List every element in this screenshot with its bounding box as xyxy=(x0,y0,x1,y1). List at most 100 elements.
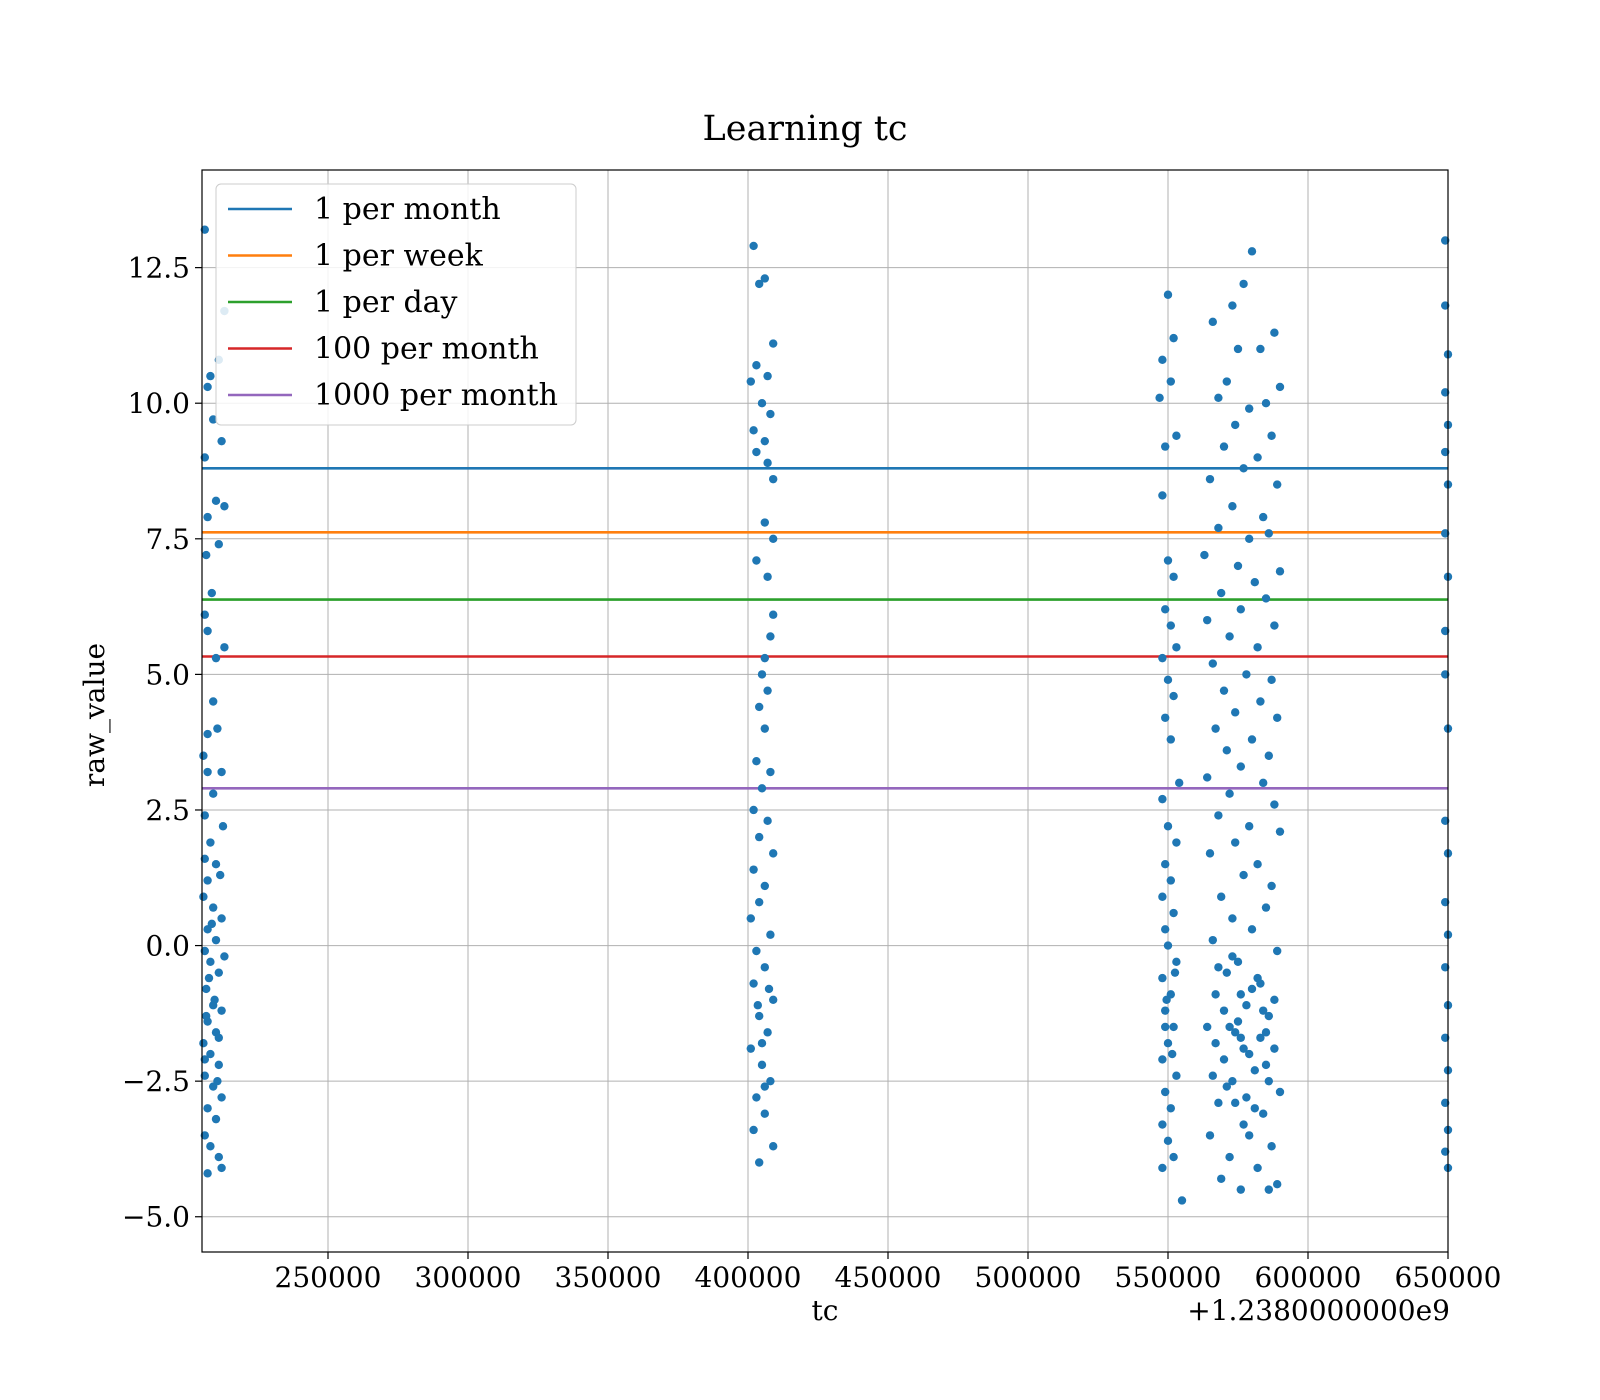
data-point xyxy=(214,1033,223,1042)
data-point xyxy=(1441,388,1450,397)
data-point xyxy=(216,870,225,880)
chart-title: Learning tc xyxy=(702,109,907,149)
data-point xyxy=(1162,995,1171,1005)
data-point xyxy=(1441,897,1450,907)
data-point xyxy=(1261,594,1271,603)
data-point xyxy=(1270,621,1279,630)
data-point xyxy=(203,767,212,777)
data-point xyxy=(1217,588,1226,598)
data-point xyxy=(217,767,226,777)
data-point xyxy=(752,1093,761,1102)
data-point xyxy=(1242,1093,1251,1102)
data-point xyxy=(1170,968,1180,977)
data-point xyxy=(214,540,223,549)
data-point xyxy=(1441,816,1450,826)
data-point xyxy=(200,1055,209,1064)
data-point xyxy=(1441,670,1450,679)
data-point xyxy=(766,1076,775,1086)
data-point xyxy=(1225,1022,1234,1032)
data-point xyxy=(200,1131,209,1140)
data-point xyxy=(1225,1152,1234,1162)
x-axis-label: tc xyxy=(812,1294,839,1327)
legend-label: 1 per day xyxy=(314,285,458,320)
data-point xyxy=(1231,708,1240,717)
data-point xyxy=(200,225,209,234)
data-point xyxy=(1273,1180,1282,1189)
y-tick-label: 10.0 xyxy=(128,387,190,420)
data-point xyxy=(211,496,221,506)
data-point xyxy=(1245,1049,1254,1059)
data-point xyxy=(1203,773,1212,782)
data-point xyxy=(214,968,223,977)
data-point xyxy=(1275,382,1285,392)
data-point xyxy=(763,816,772,826)
data-point xyxy=(766,767,775,777)
data-point xyxy=(1203,1022,1212,1032)
x-tick-label: 350000 xyxy=(555,1261,662,1294)
legend-label: 1000 per month xyxy=(314,378,558,413)
data-point xyxy=(749,241,758,251)
data-point xyxy=(1200,550,1209,560)
data-point xyxy=(1228,952,1237,961)
y-tick-label: −2.5 xyxy=(122,1065,190,1098)
data-point xyxy=(1208,317,1218,327)
data-point xyxy=(1242,670,1251,679)
data-point xyxy=(217,914,226,923)
data-point xyxy=(1219,686,1229,695)
data-point xyxy=(202,984,211,994)
data-point xyxy=(220,643,229,652)
data-point xyxy=(749,979,758,988)
data-point xyxy=(1256,697,1265,706)
x-axis-ticks: 250000 300000 350000 400000 450000 500000 5500… xyxy=(275,1252,1501,1294)
data-point xyxy=(1264,1185,1274,1194)
data-point xyxy=(1239,464,1248,473)
data-point xyxy=(1169,908,1178,918)
data-point xyxy=(1208,1071,1218,1080)
x-tick-label: 600000 xyxy=(1255,1261,1362,1294)
data-point xyxy=(746,377,755,386)
data-point xyxy=(1270,800,1279,809)
data-point xyxy=(1253,453,1262,462)
data-point xyxy=(209,903,218,912)
data-point xyxy=(1222,377,1232,386)
data-point xyxy=(1245,822,1254,831)
data-point xyxy=(1231,1028,1240,1037)
data-point xyxy=(1261,399,1271,408)
data-point xyxy=(1163,941,1173,950)
data-point xyxy=(211,1114,221,1124)
data-point xyxy=(1236,1033,1246,1042)
data-point xyxy=(207,588,216,598)
data-point xyxy=(214,1060,223,1070)
data-point xyxy=(1441,963,1450,972)
data-point xyxy=(1161,605,1170,614)
data-point xyxy=(1211,724,1220,733)
data-point xyxy=(1161,1006,1170,1015)
data-point xyxy=(1250,1104,1260,1113)
data-point xyxy=(769,534,778,544)
data-point xyxy=(755,1011,764,1021)
threshold-lines xyxy=(202,466,1448,790)
data-point xyxy=(1441,447,1450,457)
data-point xyxy=(1270,995,1279,1005)
data-point xyxy=(1256,344,1265,354)
data-point xyxy=(1222,1082,1232,1091)
data-point xyxy=(1163,822,1173,831)
data-point xyxy=(1158,794,1167,804)
data-point xyxy=(213,724,222,733)
data-point xyxy=(1236,990,1246,999)
x-tick-label: 550000 xyxy=(1115,1261,1222,1294)
data-point xyxy=(1259,778,1268,788)
data-point xyxy=(1158,491,1167,500)
data-point xyxy=(203,1169,212,1178)
data-point xyxy=(217,1163,226,1173)
data-point xyxy=(203,626,212,636)
data-point xyxy=(1205,1131,1215,1140)
data-point xyxy=(1247,984,1257,994)
data-point xyxy=(1228,301,1237,310)
legend-label: 1 per week xyxy=(314,239,484,274)
data-point xyxy=(1166,377,1176,386)
data-point xyxy=(220,952,229,961)
data-point xyxy=(202,1011,211,1021)
data-point xyxy=(746,914,755,923)
x-tick-label: 400000 xyxy=(695,1261,802,1294)
